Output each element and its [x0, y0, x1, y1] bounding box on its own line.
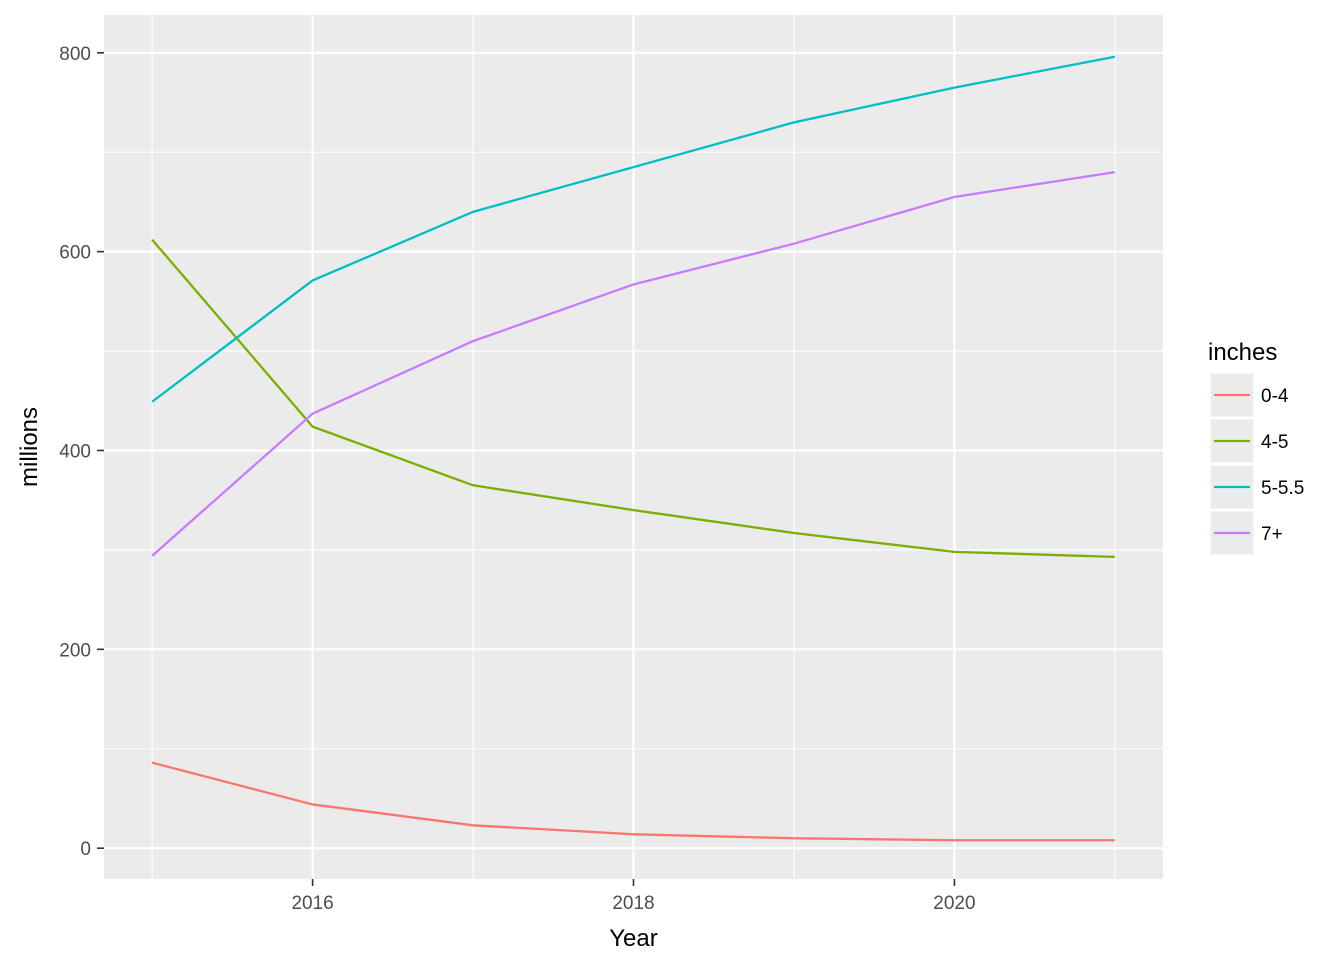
series-line-1 [151, 238, 1115, 559]
legend-label: 4-5 [1261, 432, 1288, 453]
y-tick-label: 200 [59, 640, 91, 661]
y-tick-label: 600 [59, 243, 91, 264]
legend: inches 0-4 4-5 5-5.5 7+ [1208, 339, 1304, 556]
series-line-2 [151, 55, 1116, 403]
x-tick-label: 2016 [291, 893, 333, 914]
legend-title: inches [1208, 339, 1277, 366]
series-line-0 [151, 761, 1115, 842]
y-axis-title: millions [16, 407, 43, 487]
x-tick-label: 2020 [933, 893, 975, 914]
x-tick-label: 2018 [612, 893, 654, 914]
y-axis: 0 200 400 600 800 [59, 44, 104, 860]
legend-label: 0-4 [1261, 386, 1289, 407]
y-tick-label: 400 [59, 441, 91, 462]
y-tick-label: 0 [80, 839, 91, 860]
series-lines [151, 55, 1116, 842]
x-axis-title: Year [609, 925, 658, 952]
legend-label: 7+ [1261, 524, 1283, 545]
series-line-3 [151, 170, 1116, 557]
x-axis: 2016 2018 2020 [291, 879, 976, 914]
y-tick-label: 800 [59, 44, 91, 65]
legend-label: 5-5.5 [1261, 478, 1304, 499]
major-gridlines [104, 15, 1163, 879]
